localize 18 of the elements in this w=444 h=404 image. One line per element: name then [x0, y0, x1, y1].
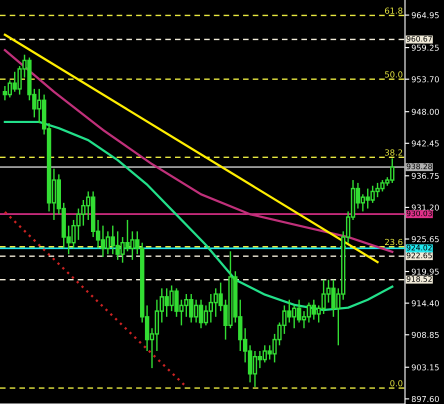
annotation: 50.0 [385, 71, 402, 78]
annotation: 0.0 [390, 380, 402, 386]
y-tick-label: 953.70 [412, 76, 439, 82]
y-tick-label: 931.20 [412, 204, 439, 211]
y-tick-label: 919.95 [412, 268, 439, 275]
y-tick-label: 942.45 [412, 140, 439, 146]
y-tick-label: 903.15 [412, 364, 439, 370]
y-tick-label: 964.95 [412, 12, 439, 18]
y-tick-label: 908.85 [412, 332, 439, 338]
annotation: 61.8 [385, 7, 402, 14]
y-tick-label: 959.25 [412, 44, 439, 51]
y-tick-label: 936.75 [412, 172, 439, 179]
y-tick-label: 914.40 [412, 300, 439, 306]
annotation: 23.6 [385, 238, 402, 246]
annotation: 38.2 [385, 149, 402, 156]
y-tick-label: 925.65 [412, 236, 439, 242]
y-tick-label: 948.00 [412, 108, 439, 115]
y-tick-label: 897.60 [412, 396, 439, 402]
